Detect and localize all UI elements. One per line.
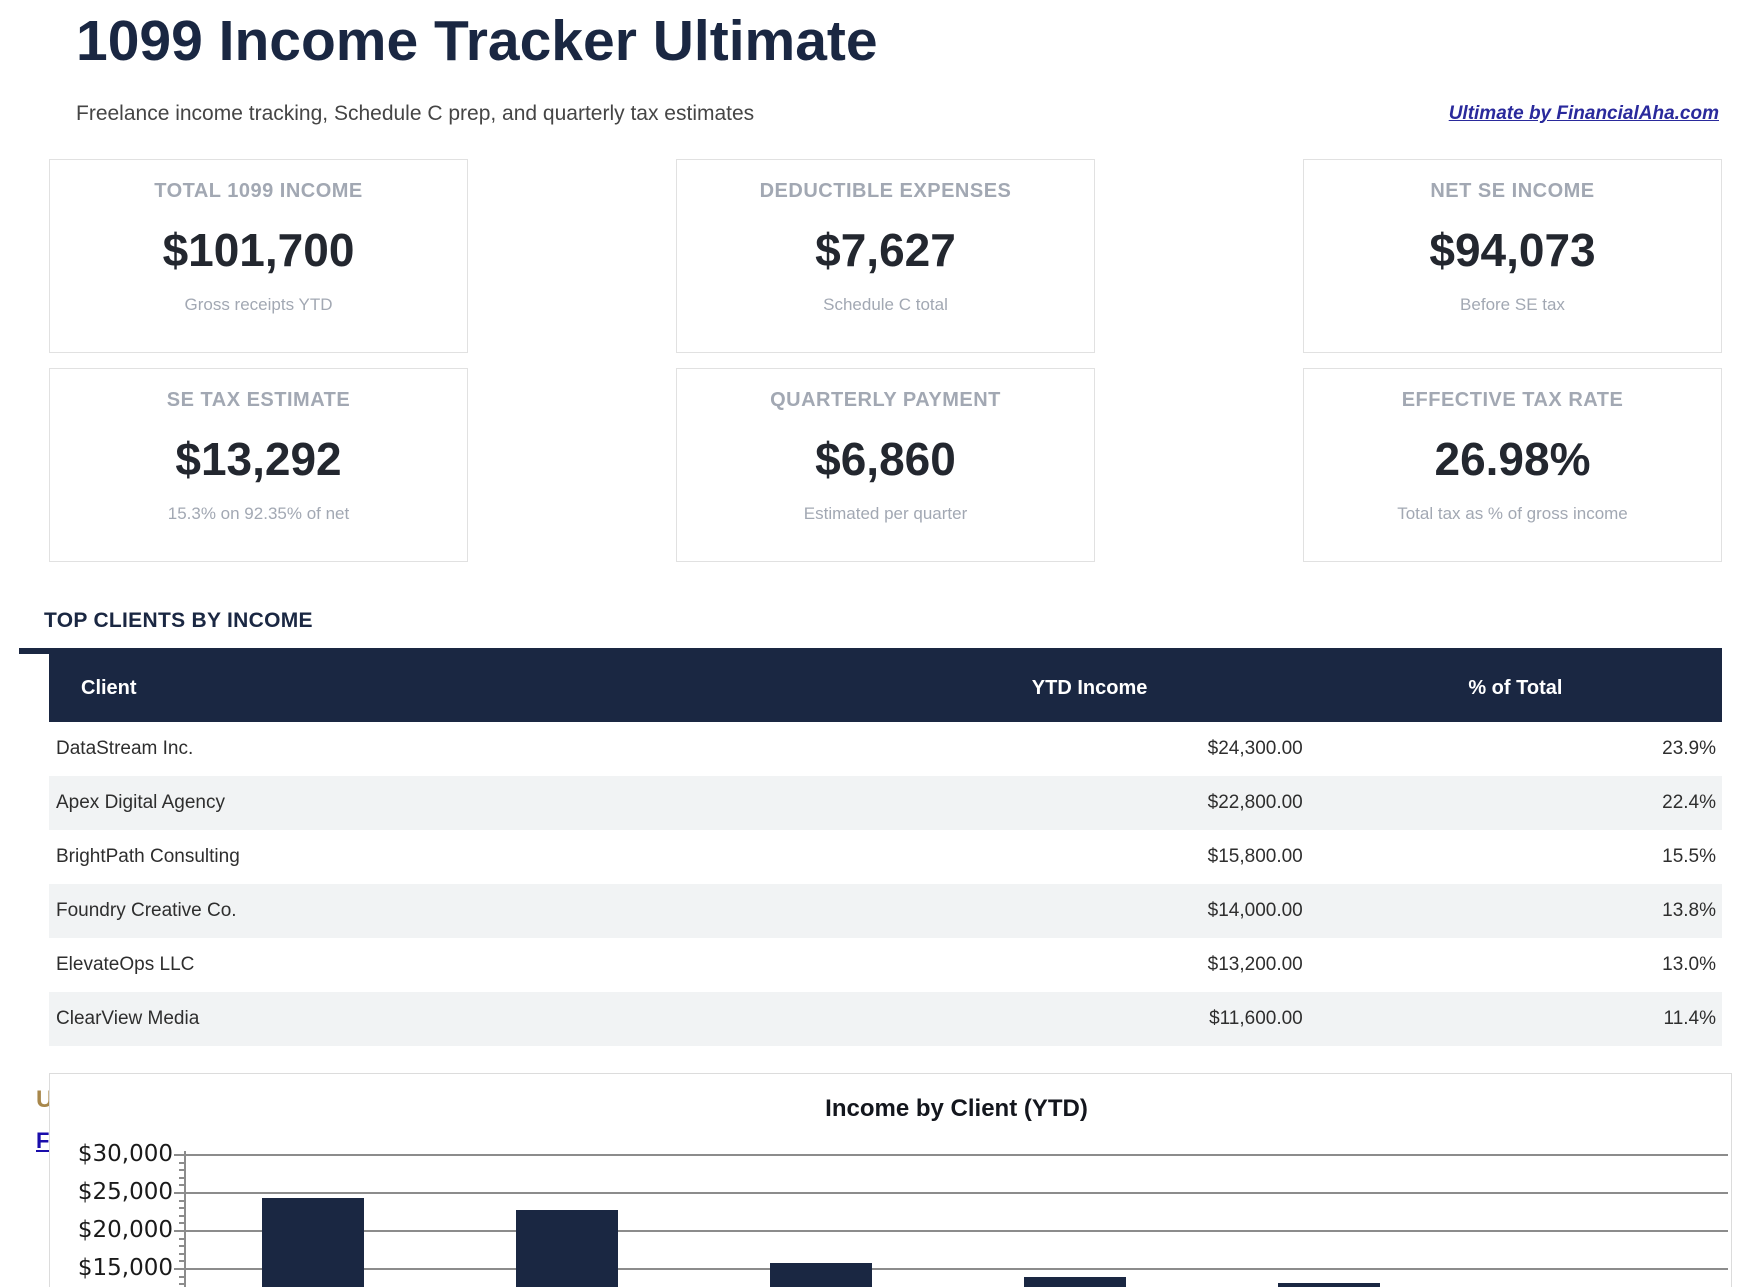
y-axis-tick-label: $20,000 [77, 1217, 173, 1243]
y-axis-minor-tick [179, 1252, 185, 1255]
clients-table-header-row: Client YTD Income% of Total [49, 654, 1722, 722]
stat-card-label: NET SE INCOME [1430, 180, 1595, 202]
ytd-income-cell: $11,600.00 [870, 992, 1309, 1046]
stat-card-value: $6,860 [815, 433, 956, 485]
pct-total-cell: 15.5% [1662, 846, 1716, 867]
pct-total-cell: 23.9% [1662, 738, 1716, 759]
ytd-income-cell: $22,800.00 [870, 776, 1309, 830]
table-row: Apex Digital Agency $22,800.00 22.4% [49, 776, 1722, 830]
y-axis-minor-tick [179, 1176, 185, 1179]
client-name-cell: DataStream Inc. [56, 738, 194, 759]
stat-card: QUARTERLY PAYMENT $6,860 Estimated per qua… [676, 368, 1095, 562]
table-row: DataStream Inc. $24,300.00 23.9% [49, 722, 1722, 776]
chart-title: Income by Client (YTD) [825, 1095, 1088, 1122]
y-axis-major-tick [174, 1230, 185, 1232]
stat-card-sublabel: 15.3% on 92.35% of net [167, 504, 350, 523]
chart-gridline [185, 1154, 1728, 1156]
column-header: % of Total [1308, 654, 1722, 722]
table-row: ElevateOps LLC $13,200.00 13.0% [49, 938, 1722, 992]
stat-card-sublabel: Estimated per quarter [803, 504, 968, 523]
y-axis-major-tick [174, 1154, 185, 1156]
clipped-link-glyph[interactable]: F [36, 1128, 50, 1153]
stat-card-label: SE TAX ESTIMATE [166, 389, 351, 411]
stat-card-value: $94,073 [1429, 224, 1596, 276]
stat-card: DEDUCTIBLE EXPENSES $7,627 Schedule C tota… [676, 159, 1095, 353]
y-axis-minor-tick [179, 1222, 185, 1225]
chart-gridline [185, 1192, 1728, 1194]
page-title: 1099 Income Tracker Ultimate [76, 9, 878, 73]
stat-card: EFFECTIVE TAX RATE 26.98% Total tax as % o… [1303, 368, 1722, 562]
pct-total-cell: 13.8% [1308, 884, 1722, 938]
y-axis-minor-tick [179, 1199, 185, 1202]
income-chart-card: Income by Client (YTD) $30,000 $25,000 $20… [49, 1073, 1732, 1287]
stat-card-label: EFFECTIVE TAX RATE [1401, 389, 1624, 411]
stat-card-label: TOTAL 1099 INCOME [154, 180, 363, 202]
y-axis-major-tick [174, 1268, 185, 1270]
client-name-cell: ClearView Media [49, 992, 871, 1046]
table-row: BrightPath Consulting $15,800.00 15.5% [49, 830, 1722, 884]
y-axis-minor-tick [179, 1245, 185, 1248]
y-axis-minor-tick [179, 1283, 185, 1286]
brand-link[interactable]: Ultimate by FinancialAha.com [1448, 103, 1719, 124]
stat-card-label: QUARTERLY PAYMENT [770, 389, 1001, 411]
stat-card-label: DEDUCTIBLE EXPENSES [759, 180, 1012, 202]
stat-card-sublabel: Gross receipts YTD [184, 295, 333, 314]
table-row: ClearView Media $11,600.00 11.4% [49, 992, 1722, 1046]
stat-card-value: $7,627 [815, 224, 956, 276]
stat-card: TOTAL 1099 INCOME $101,700 Gross receipts … [49, 159, 468, 353]
y-axis-minor-tick [179, 1214, 185, 1217]
client-name-cell: BrightPath Consulting [56, 846, 240, 867]
pct-total-cell: 13.0% [1662, 954, 1716, 975]
y-axis-minor-tick [179, 1260, 185, 1263]
y-axis-tick-label: $15,000 [77, 1255, 173, 1281]
y-axis-minor-tick [179, 1275, 185, 1278]
stat-card-sublabel: Schedule C total [823, 295, 948, 314]
stat-card-sublabel: Total tax as % of gross income [1397, 504, 1628, 523]
page-subtitle: Freelance income tracking, Schedule C pr… [76, 102, 755, 125]
client-name-cell: Foundry Creative Co. [49, 884, 871, 938]
column-header: Client [49, 654, 871, 722]
stat-card-sublabel: Before SE tax [1460, 295, 1565, 314]
table-row: Foundry Creative Co. $14,000.00 13.8% [49, 884, 1722, 938]
y-axis-line [184, 1151, 186, 1287]
stat-cards-grid: TOTAL 1099 INCOME $101,700 Gross receipts … [49, 159, 1722, 562]
column-header: YTD Income [870, 654, 1309, 722]
top-clients-heading: TOP CLIENTS BY INCOME [44, 609, 313, 632]
ytd-income-cell: $15,800.00 [1207, 846, 1303, 867]
chart-gridline [185, 1230, 1728, 1232]
y-axis-tick-label: $30,000 [77, 1141, 173, 1167]
pct-total-cell: 11.4% [1308, 992, 1722, 1046]
ytd-income-cell: $24,300.00 [1207, 738, 1303, 759]
section-rule [19, 648, 1722, 654]
y-axis-minor-tick [179, 1184, 185, 1187]
client-name-cell: ElevateOps LLC [56, 954, 195, 975]
bar-foundry-creative-co- [1024, 1276, 1126, 1287]
chart-gridline [185, 1268, 1728, 1270]
y-axis-minor-tick [179, 1237, 185, 1240]
stat-card: SE TAX ESTIMATE $13,292 15.3% on 92.35% of… [49, 368, 468, 562]
y-axis-minor-tick [179, 1207, 185, 1210]
ytd-income-cell: $13,200.00 [1207, 954, 1303, 975]
stat-card: NET SE INCOME $94,073 Before SE tax [1303, 159, 1722, 353]
pct-total-cell: 22.4% [1308, 776, 1722, 830]
stat-card-value: $101,700 [162, 224, 355, 276]
bar-apex-digital-agency [516, 1209, 618, 1287]
clients-table: Client YTD Income% of Total DataStream In… [49, 654, 1722, 1046]
client-name-cell: Apex Digital Agency [49, 776, 871, 830]
bar-brightpath-consulting [770, 1262, 872, 1287]
bar-datastream-inc- [262, 1198, 364, 1287]
y-axis-tick-label: $25,000 [77, 1179, 173, 1205]
y-axis-minor-tick [179, 1161, 185, 1164]
stat-card-value: 26.98% [1434, 433, 1591, 485]
y-axis-major-tick [174, 1192, 185, 1194]
bar-elevateops-llc [1278, 1282, 1380, 1287]
y-axis-minor-tick [179, 1169, 185, 1172]
stat-card-value: $13,292 [175, 433, 342, 485]
ytd-income-cell: $14,000.00 [870, 884, 1309, 938]
